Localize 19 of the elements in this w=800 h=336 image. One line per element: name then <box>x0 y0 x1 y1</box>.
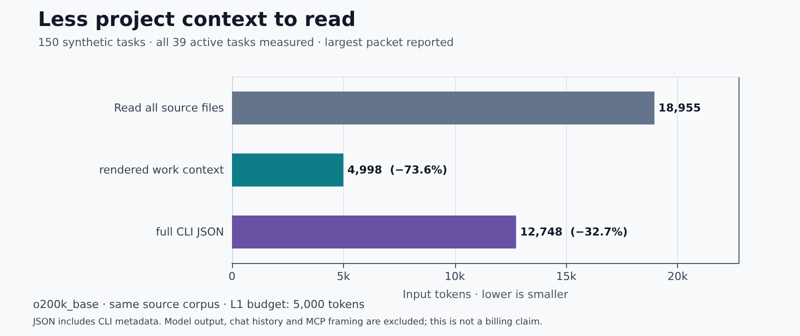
data-label: 4,998 (−73.6%) <box>347 164 448 176</box>
x-tick-label: 10k <box>444 270 466 283</box>
y-tick-label: full CLI JSON <box>156 226 224 238</box>
bar <box>232 92 654 124</box>
data-label: 12,748 (−32.7%) <box>520 226 628 238</box>
data-label: 18,955 <box>658 102 701 114</box>
y-tick-label: rendered work context <box>99 164 225 176</box>
chart-subtitle: 150 synthetic tasks · all 39 active tasks measured · largest packet reported <box>38 36 454 49</box>
x-tick-label: 0 <box>228 270 236 283</box>
text: o200k_base · same source corpus · L1 budget: 5,000 tokens <box>33 298 365 311</box>
text: JSON includes CLI metadata. Model output, chat history and MCP framing are excluded; this is not a billing claim. <box>32 318 542 328</box>
bar <box>232 154 344 186</box>
x-tick-label: 20k <box>668 270 689 283</box>
x-tick-label: 15k <box>556 270 578 283</box>
x-tick-label: 5k <box>336 270 351 283</box>
chart-title: Less project context to read <box>38 7 356 31</box>
x-axis-title: Input tokens · lower is smaller <box>402 288 569 301</box>
bar <box>232 216 516 248</box>
y-tick-label: Read all source files <box>114 102 224 114</box>
